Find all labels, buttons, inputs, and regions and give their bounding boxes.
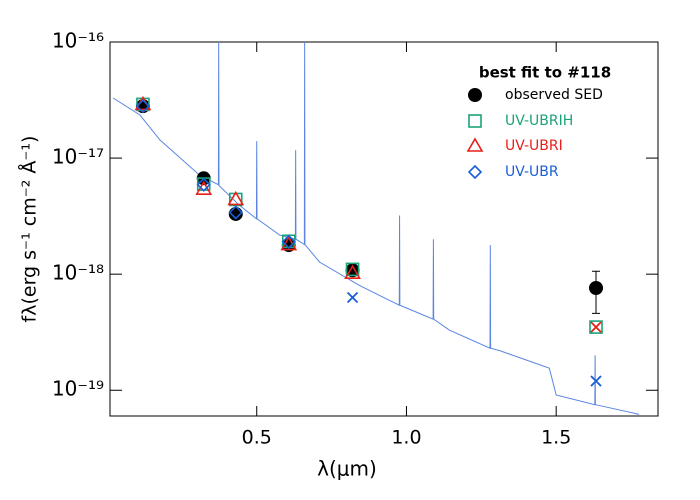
y-axis-label: fλ(erg s⁻¹ cm⁻² Å⁻¹) [18,136,41,323]
data-point [344,264,361,279]
legend-marker [468,88,482,102]
data-point [135,99,151,114]
data-point [345,263,360,278]
model-spectrum [112,42,640,415]
data-point [281,238,296,253]
x-tick-label: 1.5 [541,427,571,449]
legend-marker [466,137,484,152]
legend-marker [467,164,483,180]
legend-title: best fit to #118 [479,64,611,82]
legend-marker [468,114,482,128]
x-tick-label: 0.5 [242,427,272,449]
x-tick-label: 1.0 [391,427,421,449]
y-tick-label: 10⁻¹⁶ [52,29,104,53]
data-point [281,234,296,249]
data-point [196,177,211,192]
legend-label: observed SED [505,87,603,103]
data-point [227,190,245,206]
legend-label: UV-UBRIH [505,113,573,129]
y-tick-label: 10⁻¹⁸ [52,261,104,285]
legend-label: UV-UBR [505,164,559,180]
data-point [589,320,603,334]
data-point [589,281,604,296]
data-point [345,262,360,277]
data-point [590,321,602,333]
plot-frame [109,41,659,417]
legend-label: UV-UBRI [505,138,563,154]
y-tick-label: 10⁻¹⁹ [52,377,104,401]
data-point [346,291,359,304]
data-point [590,375,602,387]
x-axis-label: λ(μm) [317,457,377,481]
data-point [228,205,243,220]
y-tick-label: 10⁻¹⁷ [52,145,104,169]
